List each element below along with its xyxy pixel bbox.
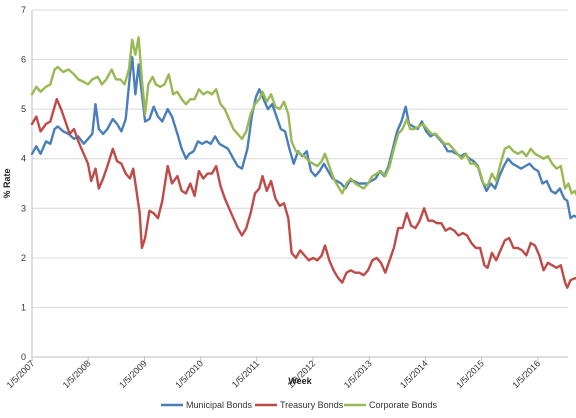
series-line-treasury-bonds xyxy=(30,98,576,289)
x-tick-label: 1/5/2014 xyxy=(398,358,430,390)
series-lines xyxy=(30,36,576,289)
axes: 0 1 2 3 4 5 6 7 1/5/2007 1/5/2008 1/5/2009 1/5/2010… xyxy=(5,5,568,390)
x-tick-label: 1/5/2008 xyxy=(61,358,93,390)
x-tick-label: 1/5/2010 xyxy=(173,358,205,390)
x-tick-label: 1/5/2013 xyxy=(342,358,374,390)
x-tick-label: 1/5/2011 xyxy=(230,358,261,389)
y-tick-label: 3 xyxy=(21,203,26,213)
x-axis-title: Week xyxy=(288,376,312,386)
gridlines xyxy=(32,9,568,358)
series-line-municipal-bonds xyxy=(30,55,576,220)
y-axis-title: % Rate xyxy=(2,168,12,198)
legend-label-municipal-bonds: Municipal Bonds xyxy=(186,400,253,410)
y-tick-label: 1 xyxy=(21,302,26,312)
y-tick-label: 6 xyxy=(21,55,26,65)
legend-label-treasury-bonds: Treasury Bonds xyxy=(280,400,344,410)
series-line-corporate-bonds xyxy=(30,36,576,197)
legend: Municipal Bonds Treasury Bonds Corporate B… xyxy=(161,400,438,410)
x-tick-label: 1/5/2007 xyxy=(5,358,37,390)
y-tick-label: 2 xyxy=(21,253,26,263)
legend-label-corporate-bonds: Corporate Bonds xyxy=(369,400,438,410)
x-tick-label: 1/5/2016 xyxy=(510,358,542,390)
x-tick-label: 1/5/2015 xyxy=(454,358,486,390)
y-tick-label: 5 xyxy=(21,104,26,114)
x-tick-label: 1/5/2009 xyxy=(117,358,149,390)
y-tick-label: 7 xyxy=(21,5,26,15)
y-tick-label: 0 xyxy=(21,352,26,362)
y-tick-label: 4 xyxy=(21,154,26,164)
